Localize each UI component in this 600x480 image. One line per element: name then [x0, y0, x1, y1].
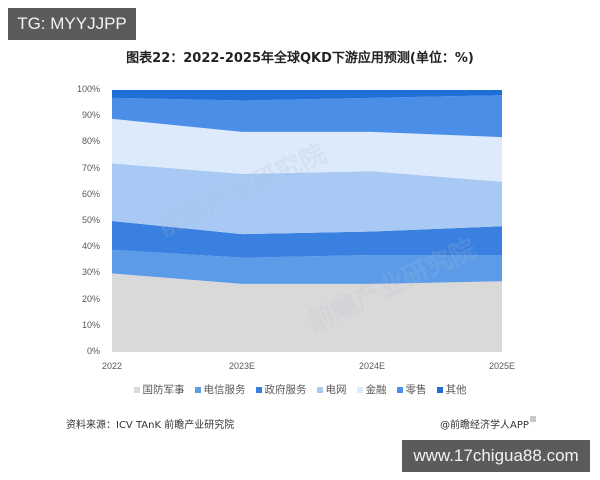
- y-tick-label: 50%: [81, 215, 100, 225]
- x-tick-label: 2022: [101, 361, 123, 371]
- area-series-1: [112, 249, 502, 284]
- legend-swatch-icon: [356, 386, 363, 393]
- y-tick-label: 100%: [76, 84, 100, 94]
- legend-item: 零售: [396, 382, 427, 397]
- area-series-0: [112, 273, 502, 352]
- y-tick-label: 60%: [81, 188, 100, 199]
- y-tick-label: 20%: [81, 293, 100, 304]
- legend-label: 电信服务: [203, 384, 246, 396]
- area-series-6: [112, 90, 502, 101]
- legend-swatch-icon: [436, 386, 443, 393]
- legend-item: 金融: [356, 382, 387, 397]
- legend-label: 电网: [325, 384, 347, 396]
- credit-mark-icon: [529, 416, 536, 422]
- legend-item: 政府服务: [255, 382, 307, 397]
- legend-swatch-icon: [133, 386, 140, 393]
- source-note: 资料来源：ICV TAnK 前瞻产业研究院: [66, 420, 235, 431]
- tg-badge: TG: MYYJJPP: [8, 8, 136, 40]
- legend-label: 零售: [405, 384, 427, 396]
- legend-swatch-icon: [396, 386, 403, 393]
- y-tick-label: 80%: [81, 136, 100, 147]
- y-tick-label: 70%: [81, 162, 100, 173]
- y-tick-label: 0%: [86, 346, 100, 356]
- legend-item: 电网: [316, 382, 347, 397]
- y-tick-label: 90%: [81, 110, 100, 121]
- legend-swatch-icon: [316, 386, 323, 393]
- credit: @前瞻经济学人APP: [440, 416, 536, 431]
- legend-swatch-icon: [194, 386, 201, 393]
- legend-label: 国防军事: [142, 384, 185, 396]
- y-tick-label: 30%: [81, 267, 100, 278]
- legend-label: 金融: [365, 384, 387, 396]
- legend-label: 政府服务: [264, 384, 307, 396]
- area-series-3: [112, 163, 502, 235]
- x-tick-label: 2025E: [488, 361, 516, 371]
- x-tick-label: 2024E: [358, 361, 386, 371]
- legend-item: 电信服务: [194, 382, 246, 397]
- credit-text: @前瞻经济学人APP: [440, 420, 529, 431]
- area-series-5: [112, 95, 502, 138]
- x-tick-label: 2023E: [228, 361, 256, 371]
- url-badge: www.17chigua88.com: [402, 440, 590, 472]
- legend-item: 国防军事: [133, 382, 185, 397]
- area-series-4: [112, 118, 502, 182]
- legend-label: 其他: [445, 384, 467, 396]
- legend-swatch-icon: [255, 386, 262, 393]
- legend-item: 其他: [436, 382, 467, 397]
- legend: 国防军事 电信服务 政府服务 电网 金融 零售 其他: [0, 382, 600, 397]
- y-tick-label: 10%: [81, 319, 100, 330]
- y-tick-label: 40%: [81, 241, 100, 252]
- chart-title: 图表22：2022-2025年全球QKD下游应用预测(单位：%): [126, 51, 474, 66]
